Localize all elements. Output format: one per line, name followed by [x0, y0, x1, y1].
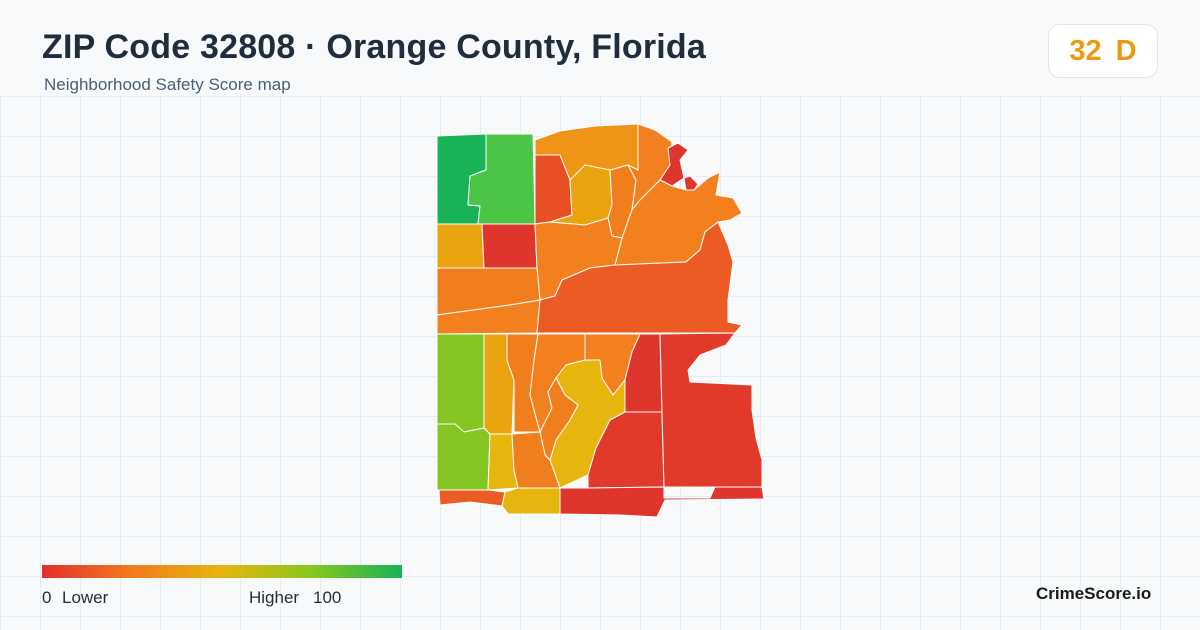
map-region[interactable]: [659, 332, 763, 488]
map-region[interactable]: [683, 175, 699, 191]
safety-score-grade: D: [1115, 34, 1137, 67]
map-region[interactable]: [481, 223, 538, 269]
map-region[interactable]: [436, 333, 485, 433]
map-region[interactable]: [501, 487, 561, 515]
page-title: ZIP Code 32808 · Orange County, Florida: [42, 28, 707, 66]
map-region[interactable]: [438, 489, 506, 507]
legend-min-value: 0: [42, 588, 52, 607]
safety-score-badge: 32 D: [1048, 24, 1158, 78]
header-band: [0, 0, 1200, 96]
map-region[interactable]: [467, 133, 536, 225]
map-region[interactable]: [559, 486, 765, 518]
map-region[interactable]: [436, 423, 491, 491]
brand-label: CrimeScore.io: [1036, 584, 1152, 603]
legend-max-value: 100: [313, 588, 342, 607]
map-region[interactable]: [436, 223, 485, 269]
map-region[interactable]: [511, 431, 561, 489]
page-subtitle: Neighborhood Safety Score map: [44, 75, 291, 94]
legend-gradient-bar: [42, 565, 402, 578]
legend-min-label: Lower: [62, 588, 109, 607]
safety-score-value: 32: [1069, 34, 1102, 67]
legend-max-label: Higher: [249, 588, 300, 607]
